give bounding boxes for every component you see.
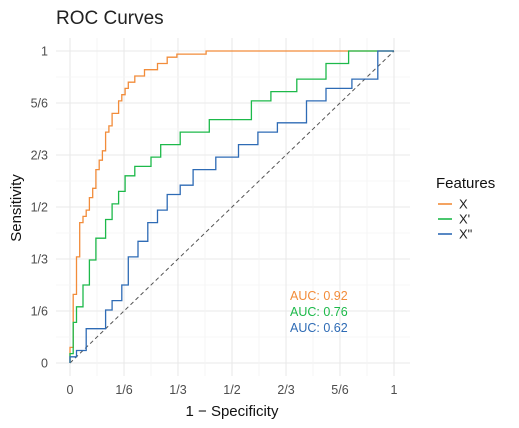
auc-annotation: AUC: 0.76 bbox=[290, 305, 348, 319]
y-tick-labels: 0 1/6 1/3 1/2 2/3 5/6 1 bbox=[31, 45, 48, 371]
diagonal-reference-line bbox=[69, 50, 395, 364]
y-tick-label: 0 bbox=[41, 357, 48, 371]
auc-annotation: AUC: 0.92 bbox=[290, 289, 348, 303]
legend-label: X bbox=[459, 197, 468, 212]
series-line bbox=[69, 50, 394, 363]
x-axis-title: 1 − Specificity bbox=[186, 403, 279, 420]
auc-annotation: AUC: 0.62 bbox=[290, 321, 348, 335]
y-axis-title: Sensitivity bbox=[8, 174, 25, 242]
legend: Features XX'X" bbox=[436, 175, 495, 242]
x-tick-label: 1/6 bbox=[115, 383, 132, 397]
chart-title: ROC Curves bbox=[56, 8, 164, 29]
x-tick-label: 0 bbox=[67, 383, 74, 397]
y-tick-label: 1/3 bbox=[31, 253, 48, 267]
legend-title: Features bbox=[436, 175, 495, 192]
y-tick-label: 5/6 bbox=[31, 97, 48, 111]
y-tick-label: 1/2 bbox=[31, 201, 48, 215]
y-tick-label: 1/6 bbox=[31, 304, 48, 318]
y-tick-label: 1 bbox=[41, 45, 48, 59]
legend-label: X' bbox=[459, 212, 470, 227]
series-line bbox=[69, 50, 394, 363]
x-tick-label: 5/6 bbox=[331, 383, 348, 397]
roc-lines bbox=[69, 50, 394, 363]
series-line bbox=[69, 50, 394, 363]
x-tick-label: 1/3 bbox=[169, 383, 186, 397]
y-tick-label: 2/3 bbox=[31, 148, 48, 162]
x-tick-label: 1 bbox=[391, 383, 398, 397]
legend-label: X" bbox=[459, 227, 473, 242]
grid bbox=[56, 38, 410, 376]
x-tick-label: 2/3 bbox=[277, 383, 294, 397]
x-tick-label: 1/2 bbox=[223, 383, 240, 397]
auc-annotations: AUC: 0.92 AUC: 0.76 AUC: 0.62 bbox=[290, 289, 348, 335]
x-tick-labels: 0 1/6 1/3 1/2 2/3 5/6 1 bbox=[67, 383, 398, 397]
